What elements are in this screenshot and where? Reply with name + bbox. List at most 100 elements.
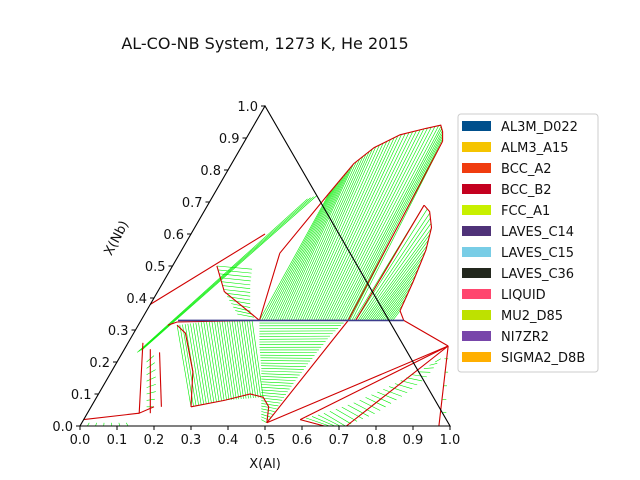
phase-boundary [266, 320, 349, 424]
tie-line [329, 127, 428, 321]
phase-boundary [83, 412, 140, 421]
legend-label: BCC_B2 [501, 183, 552, 198]
legend-label: FCC_A1 [501, 204, 550, 219]
tie-line [244, 320, 257, 398]
tie-line [390, 304, 403, 321]
tie-line [231, 320, 244, 399]
tick-group: 0.0 0.1 0.2 0.3 0.4 0.5 0.6 0.7 0.8 0.9 1.0 0.0 0.1 0… [52, 100, 460, 448]
tie-line [261, 384, 292, 387]
tie-line [344, 133, 443, 321]
tie-line [331, 127, 432, 321]
tie-line [322, 130, 417, 321]
tie-line [190, 323, 205, 405]
phase-boundary [150, 233, 266, 305]
legend-label: AL3M_D022 [501, 120, 578, 135]
tie-line [355, 208, 428, 321]
tie-line [208, 321, 222, 401]
tie-line [302, 143, 384, 321]
legend-label: LAVES_C36 [501, 267, 574, 282]
tie-line [268, 180, 340, 321]
legend-swatch [462, 142, 491, 152]
legend-frame [457, 113, 599, 373]
tie-line [237, 313, 254, 318]
tie-line [146, 369, 156, 376]
tie-line [146, 391, 156, 395]
legend-swatch [462, 289, 491, 299]
tie-line [263, 186, 335, 321]
tie-line [261, 411, 273, 415]
tie-line [261, 378, 296, 381]
tie-line [365, 234, 431, 321]
tie-line [260, 360, 311, 362]
tie-line [241, 320, 254, 399]
tie-line [288, 156, 364, 321]
tie-line [137, 198, 308, 353]
tie-line [214, 320, 227, 401]
tie-line [317, 132, 410, 321]
tie-line [216, 265, 253, 270]
y-tick-label: 0.5 [145, 260, 166, 275]
tie-line [363, 228, 432, 321]
x-tick-label: 0.5 [255, 433, 276, 448]
tie-line [347, 135, 443, 321]
tie-line [386, 292, 409, 321]
tie-line [265, 183, 338, 321]
phase-boundary [399, 204, 433, 321]
tie-line [146, 383, 156, 388]
tie-line [371, 251, 426, 321]
tie-line [412, 374, 427, 378]
tie-line [340, 128, 442, 321]
tie-line [226, 320, 240, 400]
tie-line [261, 400, 281, 404]
tie-line [283, 161, 357, 321]
legend-swatch [462, 226, 491, 236]
tie-line [290, 153, 367, 321]
tie-line [323, 413, 346, 427]
tie-line [261, 381, 294, 384]
tie-line [338, 126, 442, 321]
tie-line [361, 223, 432, 321]
tie-line [382, 280, 414, 321]
tie-line [326, 128, 425, 321]
phase-boundary [176, 324, 194, 407]
legend-swatch [462, 247, 491, 257]
x-tick-label: 0.6 [292, 433, 313, 448]
tie-line [182, 324, 197, 406]
tie-line [376, 263, 421, 321]
tie-line [229, 320, 242, 400]
tie-line [388, 298, 406, 321]
x-tick-label: 0.1 [107, 433, 128, 448]
tie-line [261, 389, 288, 393]
legend-label: LIQUID [501, 288, 546, 303]
y-tick-label: 0.3 [108, 324, 129, 339]
tie-line [211, 320, 225, 401]
tie-line [221, 320, 235, 400]
x-tick-label: 0.7 [329, 433, 350, 448]
tie-line [365, 397, 386, 408]
tie-line [261, 189, 333, 321]
tie-line [313, 134, 402, 321]
tie-line [261, 368, 304, 370]
tie-line [329, 410, 352, 425]
tie-line [220, 277, 251, 282]
tie-line [341, 406, 364, 420]
tie-line [359, 399, 381, 411]
phase-boundary [299, 345, 449, 421]
tie-line [320, 131, 413, 321]
y-tick-label: 0.7 [182, 196, 203, 211]
x-tick-label: 1.0 [440, 433, 461, 448]
x-tick-label: 0.8 [366, 433, 387, 448]
tie-line [235, 310, 253, 315]
tie-line [286, 158, 360, 321]
tie-line [279, 166, 352, 321]
tie-line [249, 320, 262, 398]
legend-label: SIGMA2_D8B [501, 351, 585, 366]
tie-line [295, 148, 373, 321]
legend-swatch [462, 121, 491, 131]
tie-line [293, 151, 370, 321]
legend-swatch [462, 205, 491, 215]
tie-line [203, 321, 217, 402]
legend-label: LAVES_C15 [501, 246, 574, 261]
